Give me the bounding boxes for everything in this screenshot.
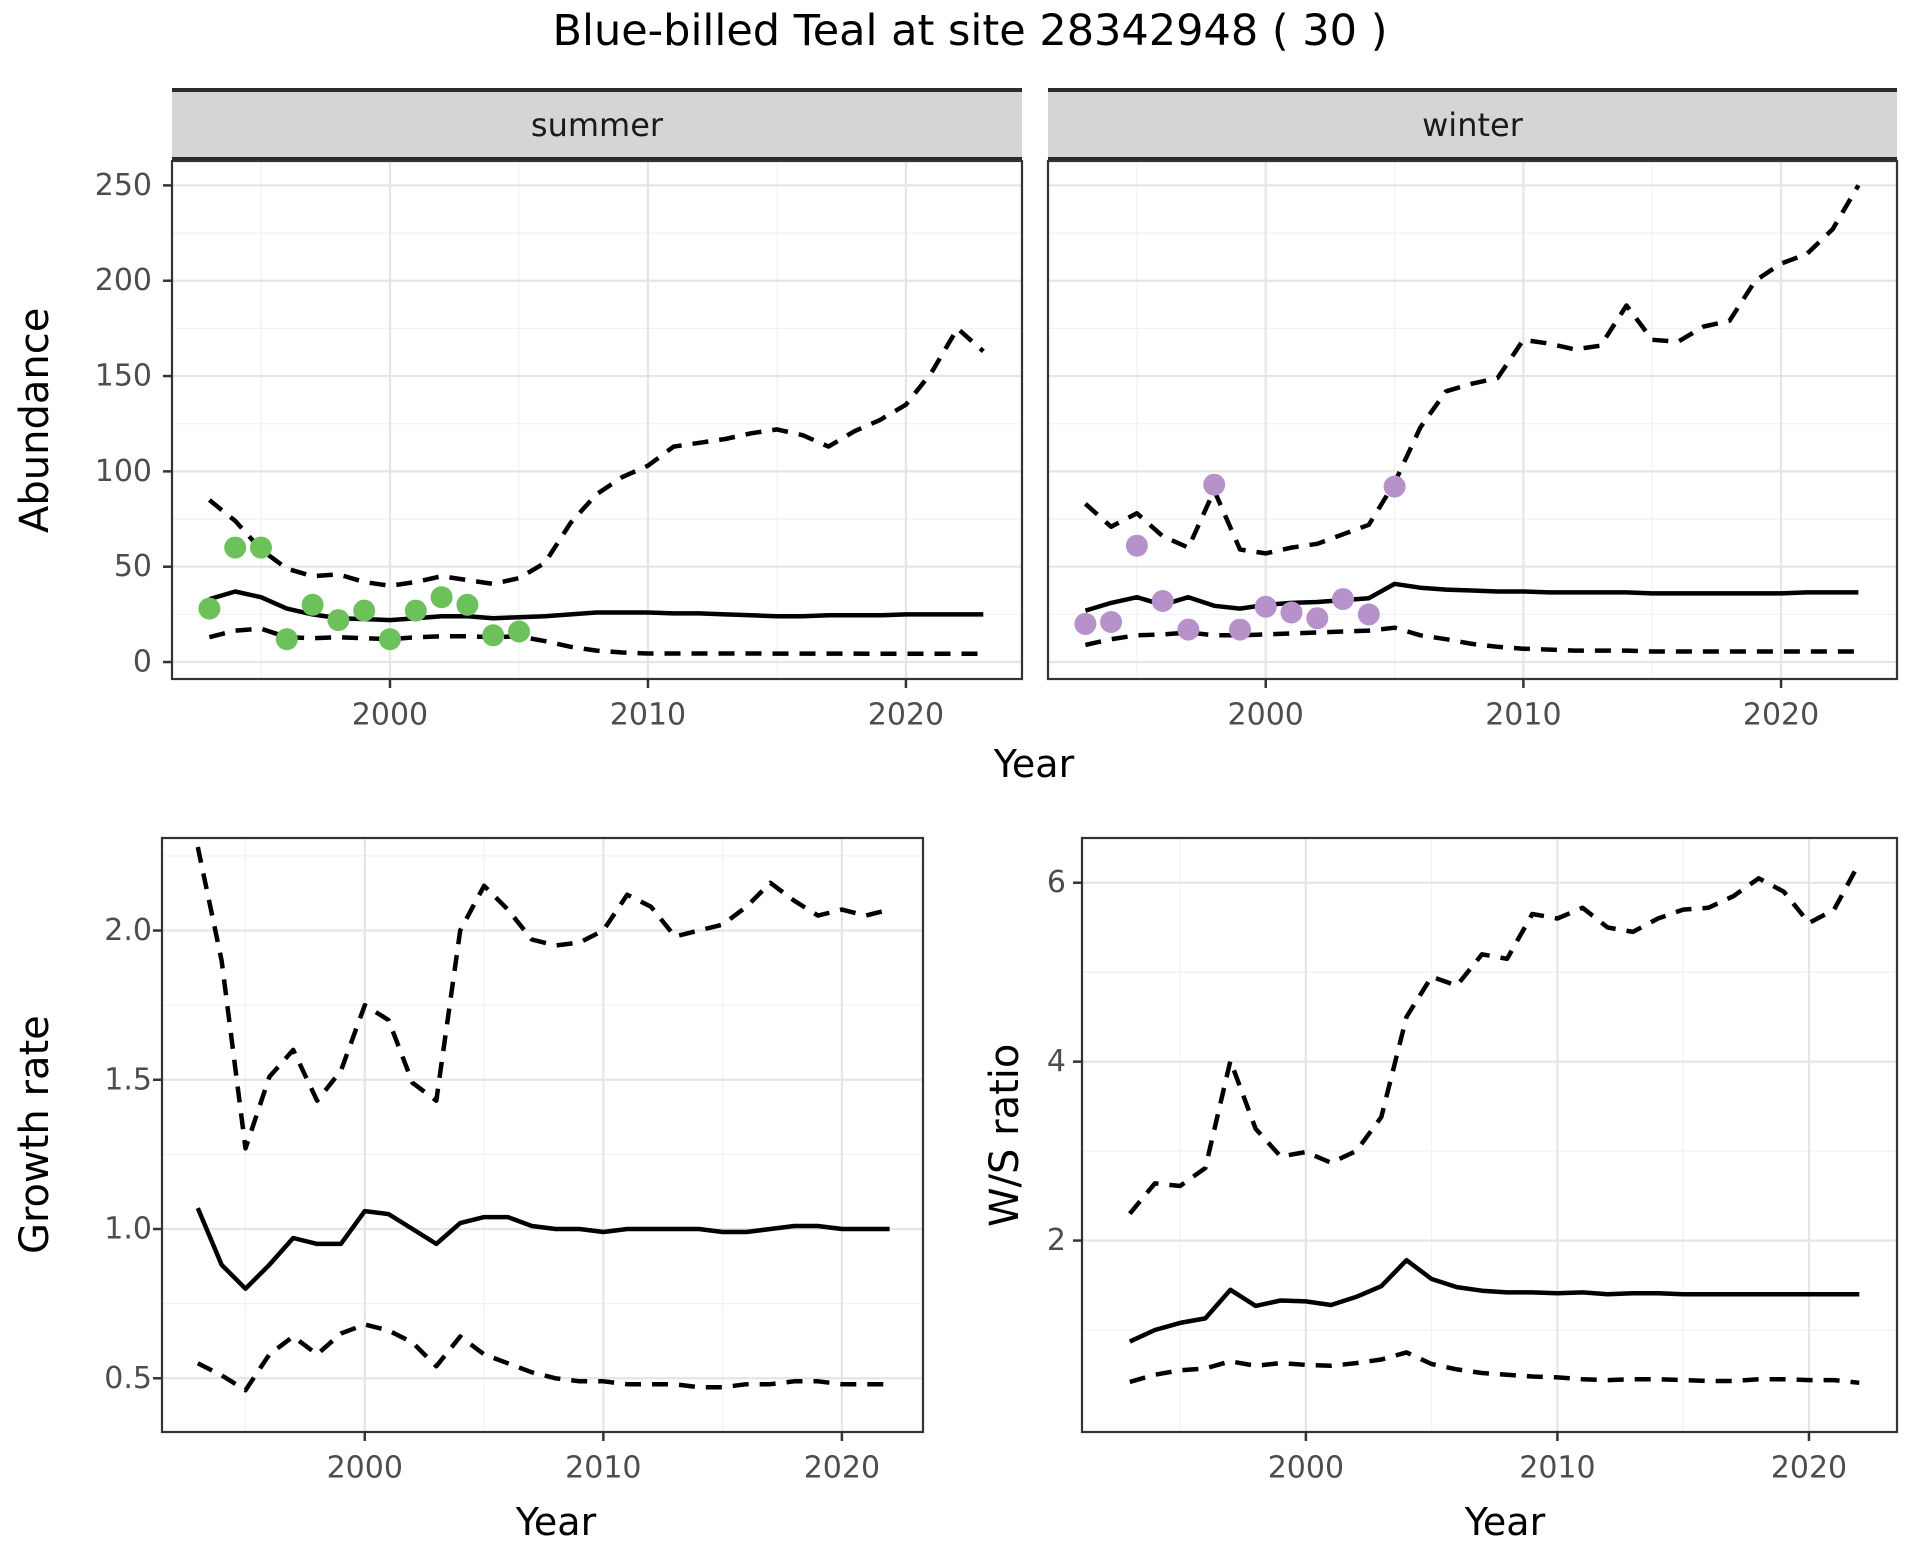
ws-ratio-minor-gridlines: [1082, 838, 1897, 1432]
abundance-summer-border: [170, 159, 1024, 681]
abundance-winter-x-tick-label: 2000: [1228, 698, 1304, 733]
growth-rate-border: [160, 836, 925, 1434]
data-point: [1254, 595, 1277, 618]
data-point: [1229, 618, 1251, 641]
growth-rate-minor-gridlines: [162, 838, 923, 1432]
abundance-summer-y-tick-label: 200: [95, 263, 152, 298]
x-axis-title-year-top: Year: [993, 742, 1075, 786]
growth-rate-axis-ticks: 2000 2010 2020 0.5 1.0 1.5 2.0: [104, 913, 880, 1486]
data-point: [430, 586, 453, 609]
abundance-summer-median-line: [208, 589, 984, 623]
data-point: [250, 536, 272, 559]
growth-rate-x-tick-label: 2010: [565, 1451, 641, 1486]
data-point: [1177, 618, 1200, 641]
ws-ratio-panel: 2000 2010 2020 2 4 6: [1047, 836, 1899, 1486]
growth-rate-lower-95ci-line: [196, 1322, 890, 1393]
ws-ratio-major-gridlines: [1082, 838, 1897, 1432]
data-point: [1203, 473, 1226, 496]
data-point: [327, 609, 350, 632]
data-point: [1151, 590, 1174, 612]
data-point: [275, 628, 298, 651]
abundance-summer-x-tick-label: 2020: [868, 698, 944, 733]
ws-ratio-border: [1080, 836, 1899, 1434]
data-point: [1074, 612, 1097, 635]
growth-rate-upper-95ci-line: [195, 846, 891, 1151]
ws-ratio-y-tick-label: 4: [1047, 1044, 1066, 1079]
abundance-summer-major-gridlines: [172, 161, 1022, 679]
abundance-summer-upper-95ci-line: [207, 326, 985, 589]
data-point: [1357, 603, 1380, 626]
data-point: [1280, 601, 1303, 624]
ws-ratio-y-tick-label: 2: [1047, 1223, 1066, 1258]
data-point: [456, 593, 479, 616]
ws-ratio-lower-95ci-line: [1129, 1350, 1860, 1386]
data-point: [224, 536, 247, 559]
ws-ratio-y-tick-label: 6: [1047, 865, 1066, 900]
facet-label-summer: summer: [530, 105, 664, 144]
abundance-summer-y-tick-label: 50: [114, 549, 152, 584]
growth-rate-major-gridlines: [162, 838, 923, 1432]
abundance-winter-x-tick-label: 2010: [1485, 698, 1561, 733]
growth-rate-y-tick-label: 1.5: [104, 1062, 152, 1097]
ws-ratio-x-tick-label: 2020: [1771, 1451, 1847, 1486]
x-axis-title-year-growth: Year: [515, 1500, 597, 1544]
abundance-summer-y-tick-label: 100: [95, 454, 152, 489]
abundance-winter-panel: 2000 2010 2020: [1046, 159, 1899, 733]
data-point: [1332, 588, 1354, 611]
growth-rate-y-tick-label: 1.0: [104, 1212, 152, 1247]
data-point: [379, 628, 401, 651]
abundance-winter-observed-counts: [1074, 473, 1406, 641]
data-point: [198, 597, 221, 620]
data-point: [1100, 611, 1123, 633]
x-axis-title-year-ws: Year: [1464, 1500, 1546, 1544]
abundance-summer-x-tick-label: 2000: [352, 698, 428, 733]
abundance-summer-panel: 2000 2010 2020 0 50 100 150 200 250: [95, 159, 1024, 733]
abundance-summer-observed-counts: [198, 536, 530, 651]
abundance-summer-minor-gridlines: [172, 161, 1022, 679]
data-point: [353, 599, 376, 622]
ws-ratio-median-line: [1128, 1257, 1860, 1344]
growth-rate-y-tick-label: 2.0: [104, 913, 152, 948]
facet-strip-summer: summer: [172, 88, 1022, 161]
abundance-summer-y-tick-label: 250: [95, 168, 152, 203]
abundance-summer-y-tick-label: 150: [95, 359, 152, 394]
growth-rate-y-tick-label: 0.5: [104, 1361, 152, 1396]
growth-rate-x-tick-label: 2000: [327, 1451, 403, 1486]
chart-title: Blue-billed Teal at site 28342948 ( 30 ): [552, 6, 1388, 56]
growth-rate-panel: 2000 2010 2020 0.5 1.0 1.5 2.0: [104, 836, 925, 1486]
abundance-winter-median-line: [1084, 581, 1859, 613]
abundance-winter-lower-95ci-line: [1084, 625, 1859, 654]
abundance-winter-border: [1046, 159, 1899, 681]
ws-ratio-x-tick-label: 2000: [1268, 1451, 1344, 1486]
abundance-winter-axis-ticks: 2000 2010 2020: [1228, 679, 1819, 733]
ws-ratio-upper-95ci-line: [1128, 861, 1862, 1216]
data-point: [482, 624, 505, 647]
facet-strip-winter: winter: [1048, 88, 1897, 161]
data-point: [1306, 607, 1329, 630]
growth-rate-median-line: [195, 1207, 890, 1291]
abundance-summer-axis-ticks: 2000 2010 2020 0 50 100 150 200 250: [95, 168, 944, 733]
facet-label-winter: winter: [1422, 105, 1523, 144]
data-point: [508, 620, 530, 643]
data-point: [404, 599, 427, 622]
growth-rate-x-tick-label: 2020: [804, 1451, 880, 1486]
abundance-summer-x-tick-label: 2010: [610, 698, 686, 733]
data-point: [301, 593, 324, 616]
abundance-winter-x-tick-label: 2020: [1743, 698, 1819, 733]
abundance-winter-minor-gridlines: [1048, 161, 1897, 679]
data-point: [1125, 534, 1148, 557]
abundance-summer-y-tick-label: 0: [133, 645, 152, 680]
abundance-winter-upper-95ci-line: [1083, 184, 1861, 556]
abundance-summer-lower-95ci-line: [208, 626, 984, 657]
ws-ratio-x-tick-label: 2010: [1519, 1451, 1595, 1486]
data-point: [1383, 475, 1406, 498]
ws-ratio-axis-ticks: 2000 2010 2020 2 4 6: [1047, 865, 1847, 1485]
